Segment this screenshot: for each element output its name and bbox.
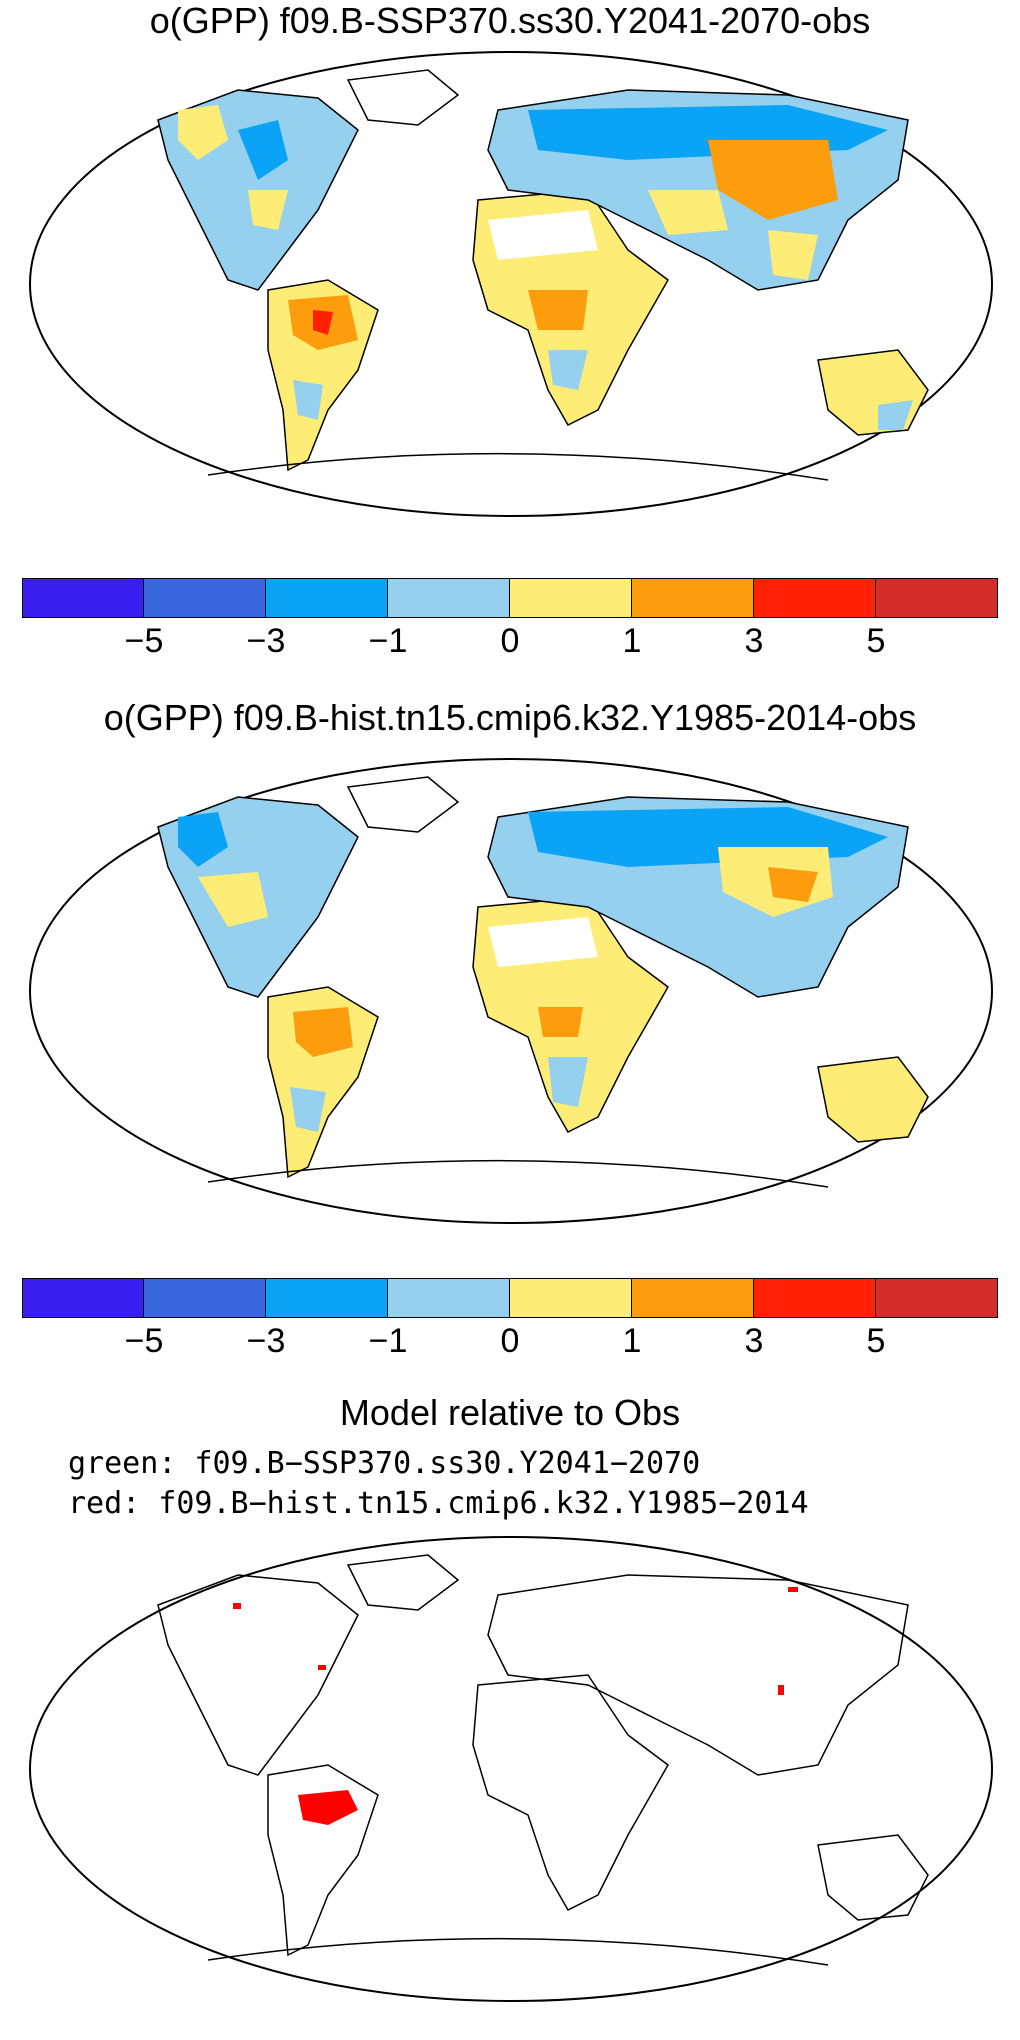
greenland [346,69,460,126]
red-spot [788,1587,798,1592]
greenland [346,1554,460,1611]
australia [817,1056,929,1143]
australia [817,349,929,436]
colorbar-bin-6 [632,578,754,618]
eurasia [487,796,909,998]
africa [472,189,669,426]
colorbar-bin-4 [388,578,510,618]
colorbar-tick-label: 3 [744,622,764,660]
australia [817,1834,929,1921]
panel-1-title: o(GPP) f09.B-SSP370.ss30.Y2041-2070-obs [149,0,871,41]
colorbar-bin-8 [876,1278,998,1318]
colorbar-bin-5 [510,578,632,618]
colorbar-tick-label: 3 [744,1322,764,1360]
colorbar-tick-label: 1 [622,622,642,660]
colorbar-bin-2 [144,578,266,618]
colorbar-bin-1 [22,578,144,618]
north-america [157,796,359,998]
colorbar-tick-label: 5 [866,1322,886,1360]
panel-2-colorbar [22,1278,998,1318]
colorbar-bin-3 [266,1278,388,1318]
colorbar-bin-3 [266,578,388,618]
relative-panel-title: Model relative to Obs [339,1392,681,1433]
colorbar-bin-7 [754,578,876,618]
colorbar-tick-label: −3 [246,1322,286,1360]
colorbar-tick-label: 0 [500,1322,520,1360]
colorbar-tick-label: −1 [368,622,408,660]
colorbar-bin-4 [388,1278,510,1318]
colorbar-tick-label: 1 [622,1322,642,1360]
colorbar-frame [22,1278,998,1318]
colorbar-tick-label: −5 [124,622,164,660]
panel-2-title: o(GPP) f09.B-hist.tn15.cmip6.k32.Y1985-2… [103,697,917,738]
colorbar-bin-6 [632,1278,754,1318]
colorbar-tick-label: 0 [500,622,520,660]
colorbar-tick-label: −1 [368,1322,408,1360]
antarctica-coast [207,1159,829,1188]
relative-panel-map [29,1536,993,2002]
north-america [157,1574,359,1776]
colorbar-bin-1 [22,1278,144,1318]
colorbar-tick-label: 5 [866,622,886,660]
south-america [267,986,379,1179]
panel-2-map [29,758,993,1224]
red-spot [318,1665,326,1670]
antarctica-coast [207,452,829,481]
colorbar-bin-5 [510,1278,632,1318]
colorbar-bin-2 [144,1278,266,1318]
south-america [267,1764,379,1957]
colorbar-tick-label: −3 [246,622,286,660]
eurasia [487,1574,909,1776]
legend-red-label: red: f09.B−hist.tn15.cmip6.k32.Y1985−201… [68,1486,809,1521]
eurasia [487,89,909,291]
north-america [157,89,359,291]
africa [472,896,669,1133]
panel-1-map [29,51,993,517]
africa [472,1674,669,1911]
greenland [346,776,460,833]
south-america [267,279,379,472]
panel-1-colorbar [22,578,998,618]
legend-green-label: green: f09.B−SSP370.ss30.Y2041−2070 [68,1446,701,1481]
colorbar-tick-label: −5 [124,1322,164,1360]
red-spot [778,1685,784,1695]
colorbar-frame [22,578,998,618]
amazon-red-region [298,1790,358,1825]
antarctica-coast [207,1937,829,1966]
red-spot [233,1603,241,1609]
colorbar-bin-7 [754,1278,876,1318]
